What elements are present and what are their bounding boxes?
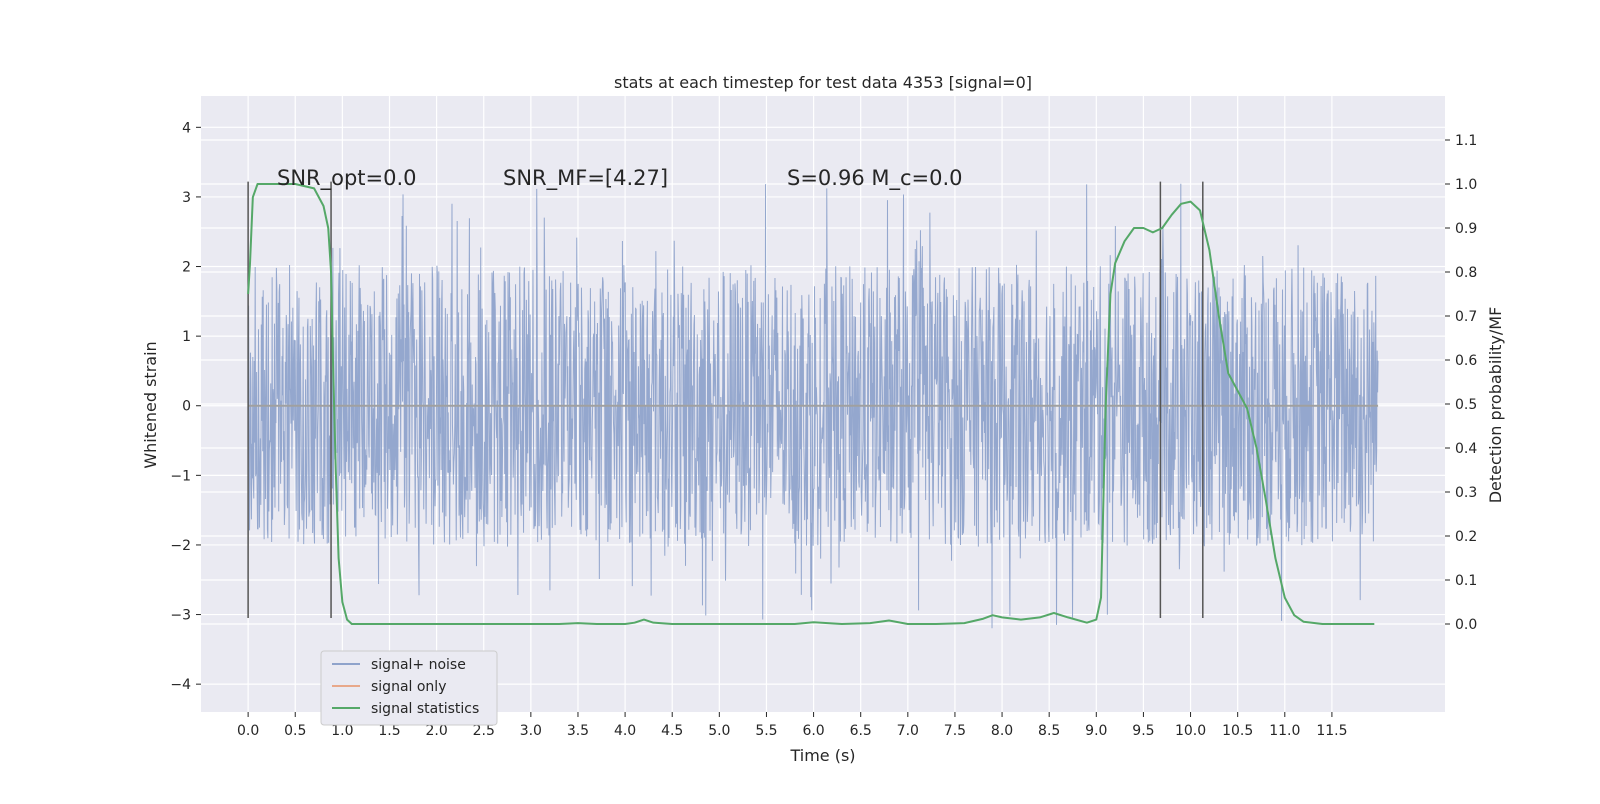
x-tick-label: 10.5 [1222,723,1253,739]
x-tick-label: 2.0 [425,723,447,739]
series-signal-statistics [247,183,1375,625]
x-tick-label: 5.0 [708,723,730,739]
legend: signal+ noise signal only signal statist… [320,650,498,726]
x-tick-label: 1.0 [331,723,353,739]
y-right-tick-label: 0.2 [1455,529,1477,545]
y-right-tick-label: 0.7 [1455,309,1477,325]
x-tick-label: 7.0 [897,723,919,739]
x-tick-label: 11.5 [1316,723,1347,739]
y-left-tick-label: −4 [170,677,191,693]
x-axis-ticks: 0.0 0.5 1.0 1.5 2.0 2.5 3.0 3.5 4.0 4.5 5.0 5.5 6.0 6… [237,712,1347,739]
chart-title: stats at each timestep for test data 435… [614,73,1032,92]
x-tick-label: 9.5 [1132,723,1154,739]
x-tick-label: 10.0 [1175,723,1206,739]
x-tick-label: 0.5 [284,723,306,739]
x-tick-label: 2.5 [473,723,495,739]
y-left-tick-label: −3 [170,608,191,624]
y-right-tick-label: 0.0 [1455,617,1477,633]
y-right-tick-label: 0.3 [1455,485,1477,501]
x-tick-label: 0.0 [237,723,259,739]
y-left-tick-label: 1 [182,329,191,345]
x-tick-label: 8.0 [991,723,1013,739]
y-left-axis-label: Whitened strain [141,341,160,468]
signal-statistics-line [247,183,1375,625]
x-tick-label: 5.5 [755,723,777,739]
y-right-tick-label: 0.4 [1455,441,1477,457]
annotation-snr-opt: SNR_opt=0.0 [277,166,417,191]
y-right-tick-label: 0.1 [1455,573,1477,589]
legend-label-signal-statistics: signal statistics [371,701,479,717]
legend-label-signal-plus-noise: signal+ noise [371,657,466,673]
vertical-markers [247,181,1204,619]
y-right-tick-label: 0.9 [1455,221,1477,237]
y-right-tick-label: 0.5 [1455,397,1477,413]
x-tick-label: 6.5 [850,723,872,739]
y-left-tick-label: 4 [182,120,191,136]
y-right-tick-label: 0.8 [1455,265,1477,281]
x-tick-label: 3.5 [567,723,589,739]
x-tick-label: 4.5 [661,723,683,739]
x-tick-label: 8.5 [1038,723,1060,739]
y-left-tick-label: 2 [182,260,191,276]
x-tick-label: 3.0 [520,723,542,739]
annotation-s-mc: S=0.96 M_c=0.0 [787,166,963,191]
y-right-tick-label: 0.6 [1455,353,1477,369]
x-tick-label: 4.0 [614,723,636,739]
legend-label-signal-only: signal only [371,679,446,695]
y-left-tick-label: 0 [182,399,191,415]
x-tick-label: 6.0 [802,723,824,739]
y-left-tick-label: −1 [170,468,191,484]
x-tick-label: 9.0 [1085,723,1107,739]
y-left-axis-ticks: −4 −3 −2 −1 0 1 2 3 4 [170,120,201,693]
x-tick-label: 11.0 [1269,723,1300,739]
x-tick-label: 7.5 [944,723,966,739]
y-left-tick-label: −2 [170,538,191,554]
x-tick-label: 1.5 [378,723,400,739]
y-left-tick-label: 3 [182,190,191,206]
y-right-axis-ticks: 0.0 0.1 0.2 0.3 0.4 0.5 0.6 0.7 0.8 0.9 1.0 1.1 [1445,133,1477,633]
annotation-snr-mf: SNR_MF=[4.27] [503,166,668,191]
y-right-tick-label: 1.1 [1455,133,1477,149]
y-right-tick-label: 1.0 [1455,177,1477,193]
y-right-axis-label: Detection probability/MF [1486,307,1505,504]
legend-box [320,650,498,726]
x-axis-label: Time (s) [789,746,855,765]
